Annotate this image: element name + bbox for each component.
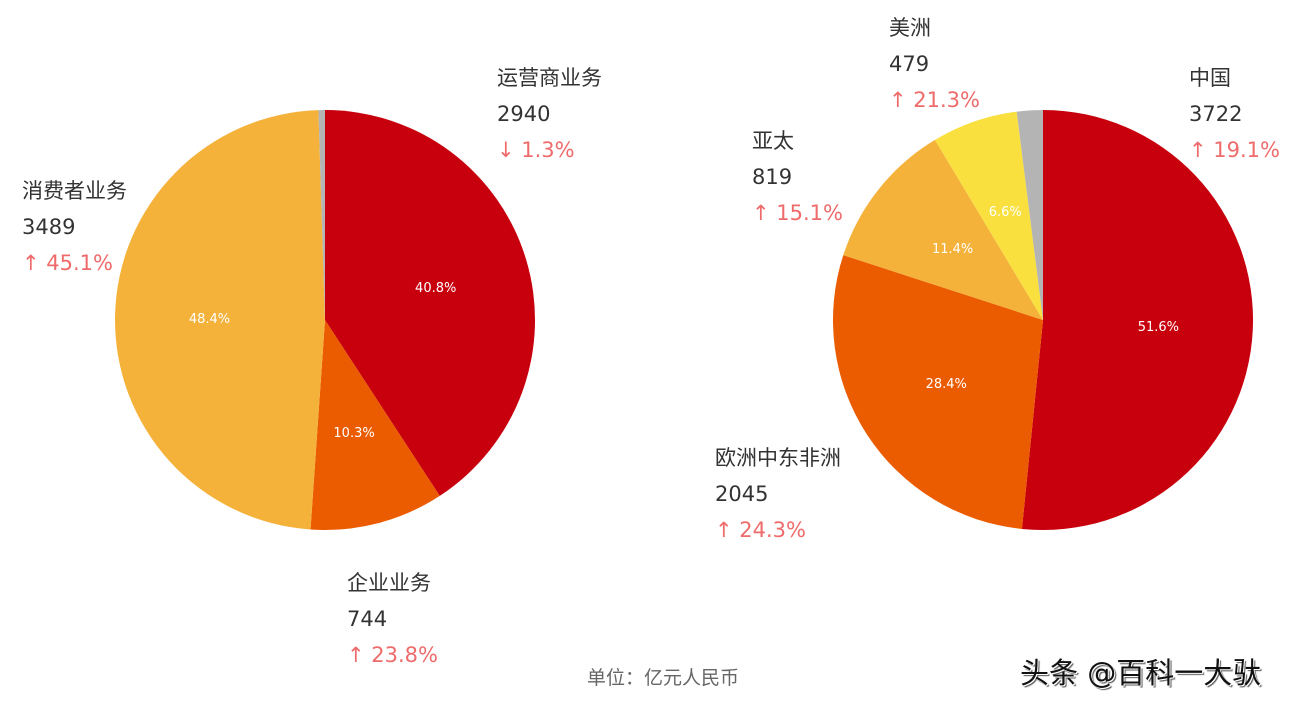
pie-1-slice-1: [833, 255, 1043, 529]
pie-0-slice-1: [310, 320, 440, 530]
label-name: 企业业务: [347, 571, 431, 595]
label-value: 819: [752, 165, 793, 189]
pie-0-slice-3: [318, 110, 325, 320]
label-value: 744: [347, 607, 388, 631]
label-name: 美洲: [889, 16, 931, 40]
label-value: 2045: [715, 482, 769, 506]
label-change: ↑ 24.3%: [715, 518, 806, 542]
pie-0-percent-label-2: 48.4%: [189, 312, 230, 327]
label-value: 479: [889, 52, 930, 76]
label-carrier: 运营商业务 2940 ↓ 1.3%: [497, 60, 602, 168]
pie-1-percent-label-1: 28.4%: [926, 377, 967, 392]
pie-1-slice-4: [1016, 110, 1043, 320]
label-apac: 亚太 819 ↑ 15.1%: [752, 123, 843, 231]
pie-1-percent-label-3: 6.6%: [989, 205, 1022, 220]
label-name: 运营商业务: [497, 66, 602, 90]
pie-0-percent-label-1: 10.3%: [333, 426, 374, 441]
label-name: 中国: [1189, 66, 1231, 90]
pie-1-slice-3: [934, 111, 1043, 320]
label-name: 欧洲中东非洲: [715, 446, 841, 470]
label-change: ↑ 23.8%: [347, 643, 438, 667]
label-name: 亚太: [752, 129, 794, 153]
label-name: 消费者业务: [22, 179, 127, 203]
label-enterprise: 企业业务 744 ↑ 23.8%: [347, 565, 438, 673]
label-change: ↑ 15.1%: [752, 201, 843, 225]
pie-1-slice-2: [843, 139, 1043, 320]
label-china: 中国 3722 ↑ 19.1%: [1189, 60, 1280, 168]
pie-0-slice-2: [115, 110, 325, 530]
pie-0-percent-label-0: 40.8%: [415, 281, 456, 296]
pie-1-percent-label-2: 11.4%: [932, 242, 973, 257]
label-change: ↑ 19.1%: [1189, 138, 1280, 162]
label-value: 3489: [22, 215, 76, 239]
label-emea: 欧洲中东非洲 2045 ↑ 24.3%: [715, 440, 841, 548]
label-value: 3722: [1189, 102, 1243, 126]
watermark: 头条 @百科一大驮: [1020, 656, 1262, 690]
label-consumer: 消费者业务 3489 ↑ 45.1%: [22, 173, 127, 281]
pie-1-percent-label-0: 51.6%: [1138, 320, 1179, 335]
label-change: ↓ 1.3%: [497, 138, 575, 162]
pie-1-slice-0: [1021, 110, 1254, 530]
label-americas: 美洲 479 ↑ 21.3%: [889, 10, 980, 118]
label-value: 2940: [497, 102, 551, 126]
label-change: ↑ 21.3%: [889, 88, 980, 112]
pie-0-slice-0: [325, 110, 536, 496]
label-change: ↑ 45.1%: [22, 251, 113, 275]
unit-note: 单位：亿元人民币: [587, 667, 740, 689]
